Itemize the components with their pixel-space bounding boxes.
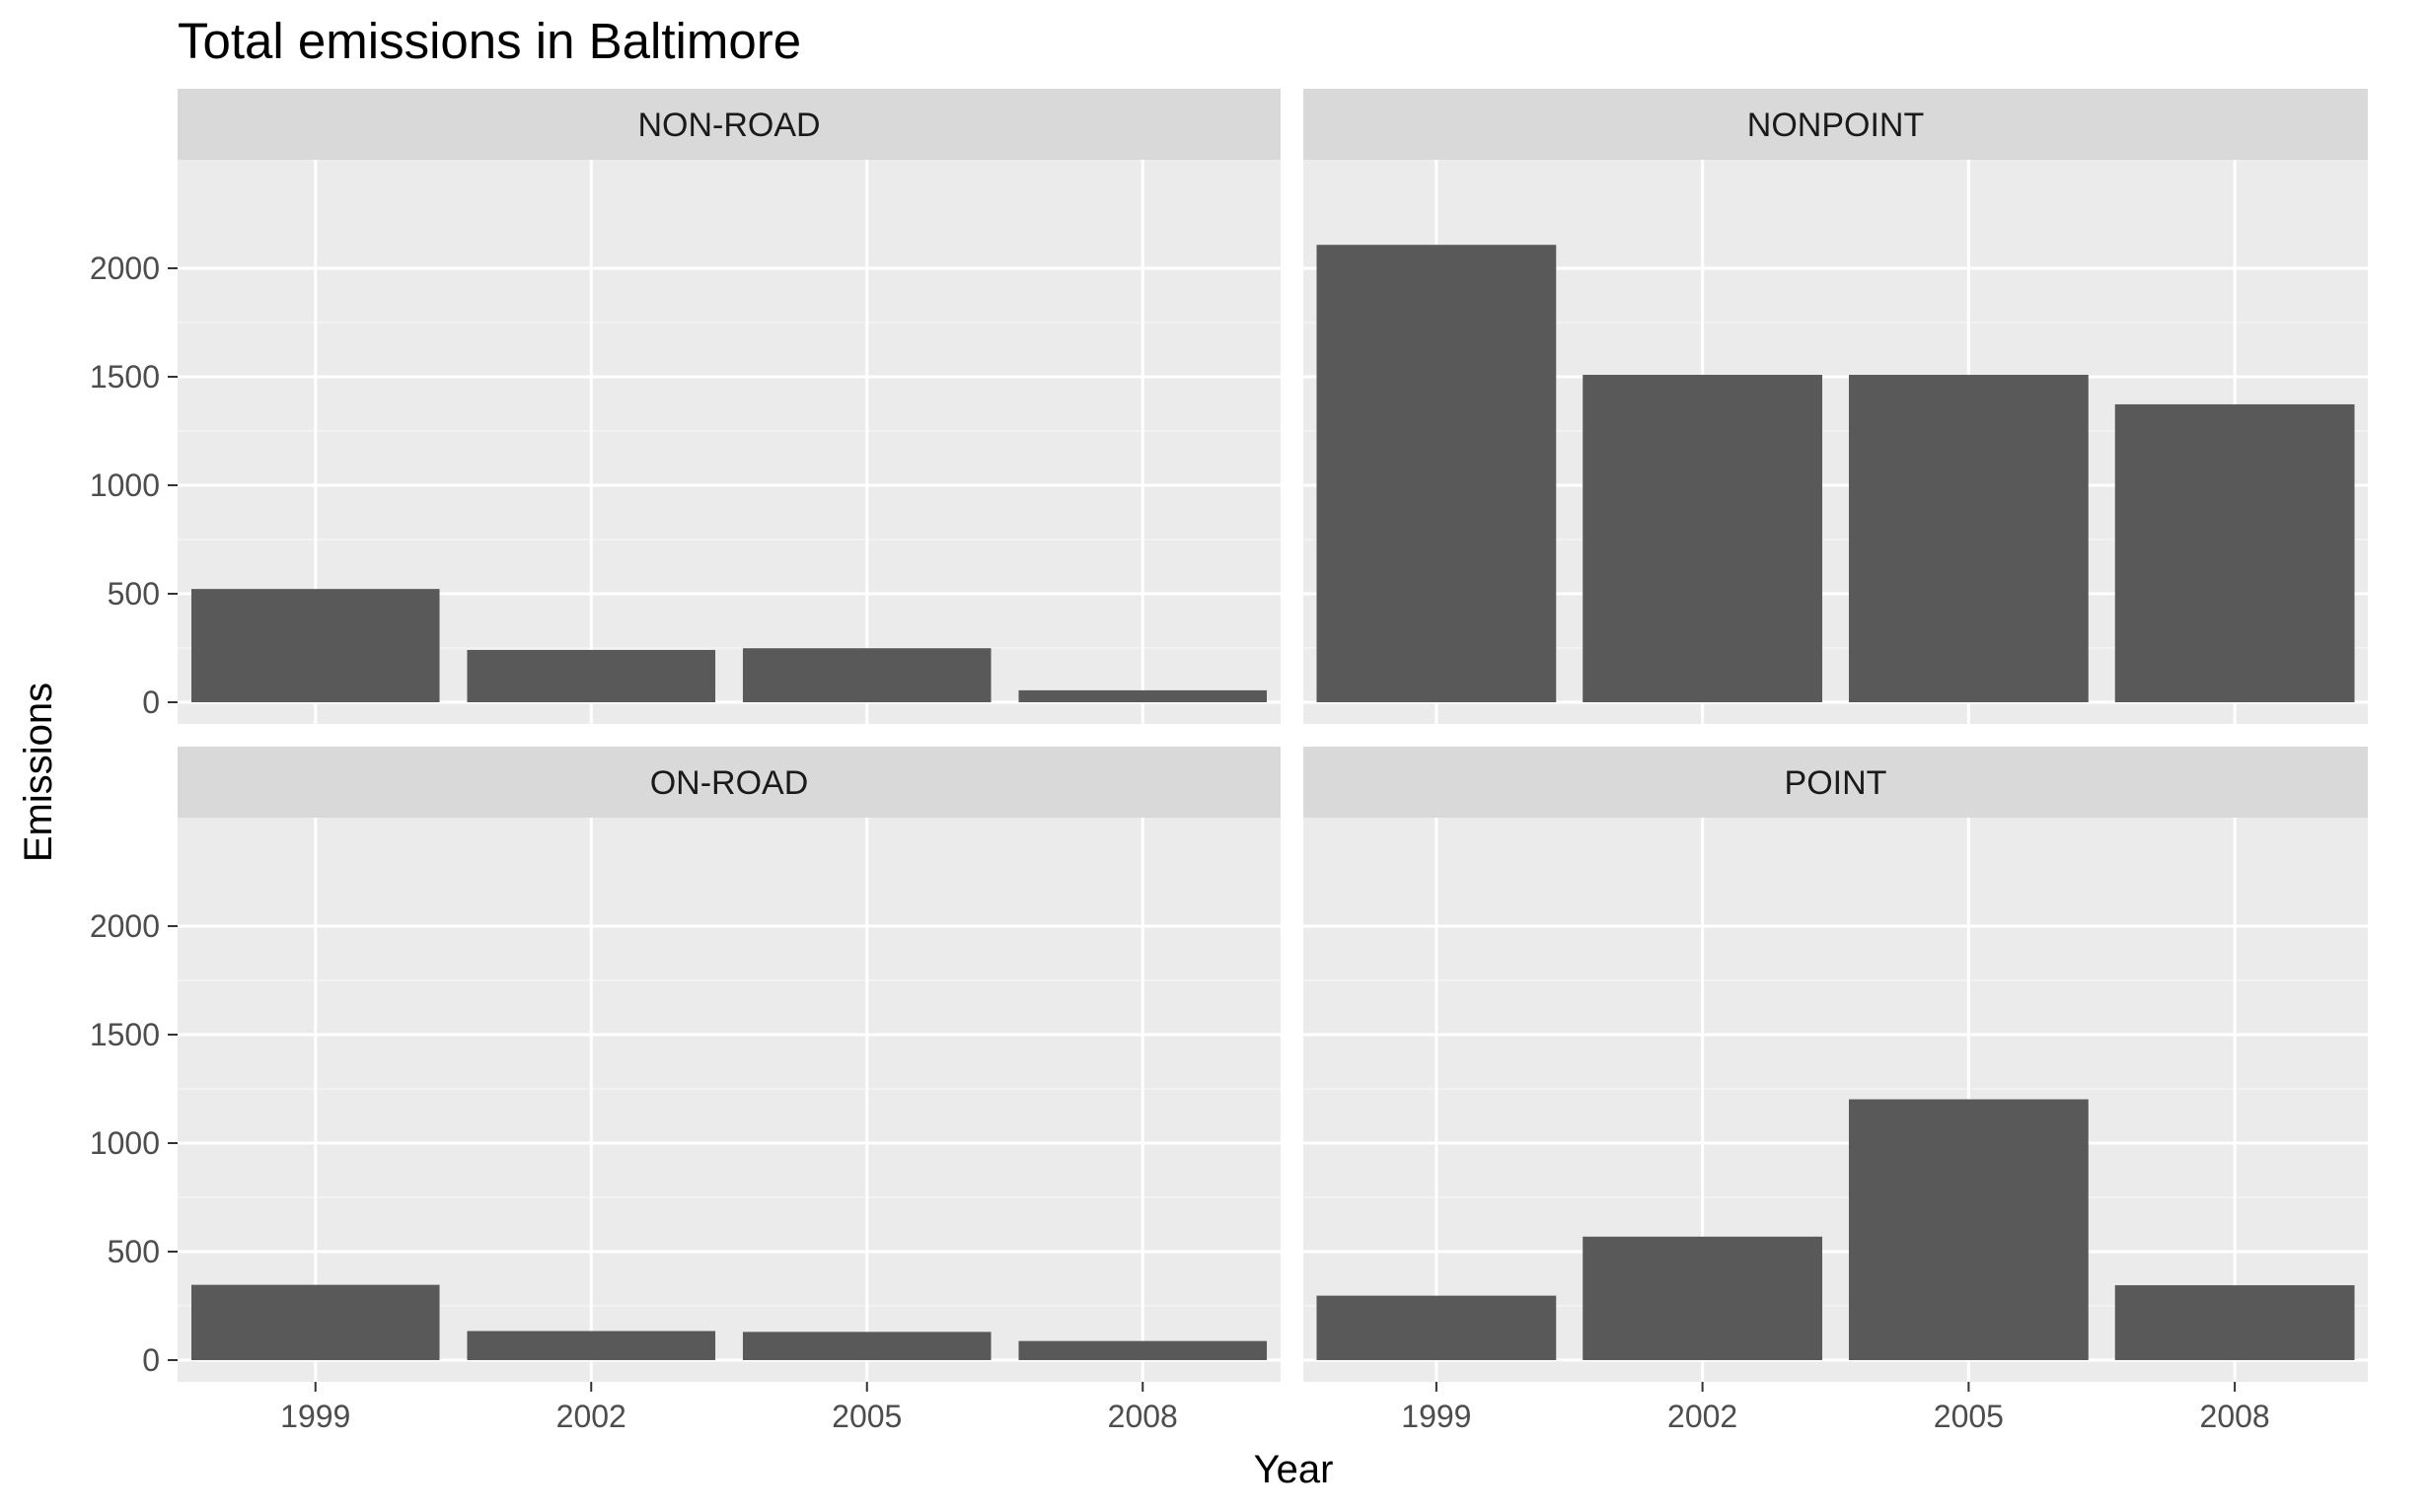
bar-point-2002 (1583, 1236, 1823, 1360)
facet-strip (1303, 747, 2368, 818)
bar-point-2005 (1848, 1099, 2089, 1360)
bar-nonpoint-1999 (1316, 245, 1557, 703)
facet-nonpoint: NONPOINT (1303, 89, 2368, 724)
facet-point: POINT 1999 2002 2005 2008 (1303, 747, 2368, 1434)
bar-non-road-2005 (742, 648, 992, 702)
bar-point-2008 (2114, 1285, 2355, 1360)
y-tick-label: 1000 (90, 468, 160, 503)
x-tick-label: 2005 (1934, 1399, 2004, 1434)
facet-strip-label: ON-ROAD (650, 764, 809, 802)
x-tick-label: 2008 (2200, 1399, 2270, 1434)
bar-nonpoint-2002 (1583, 375, 1823, 702)
facet-strip-label: POINT (1785, 764, 1887, 802)
bar-on-road-2005 (742, 1332, 992, 1360)
y-tick-label: 2000 (90, 251, 160, 286)
y-tick-label: 500 (108, 576, 160, 612)
y-tick-label: 500 (108, 1234, 160, 1269)
x-axis-title: Year (1254, 1448, 1334, 1491)
y-tick-label: 0 (142, 684, 160, 720)
x-tick-label: 2008 (1108, 1399, 1178, 1434)
facet-on-road: ON-ROAD 0 500 1000 1500 2000 1999 2002 2005 2008 (90, 747, 1281, 1434)
x-tick-label: 2005 (832, 1399, 902, 1434)
y-tick-label: 1500 (90, 359, 160, 395)
x-tick-label: 1999 (280, 1399, 350, 1434)
bar-non-road-1999 (190, 589, 440, 702)
y-tick-label: 2000 (90, 908, 160, 944)
chart-title: Total emissions in Baltimore (178, 13, 801, 69)
facet-strip-label: NON-ROAD (637, 107, 820, 144)
bar-nonpoint-2005 (1848, 375, 2089, 702)
y-tick-label: 1500 (90, 1017, 160, 1052)
facet-strip (1303, 89, 2368, 160)
facet-non-road: NON-ROAD 0 500 1000 1500 2000 (90, 89, 1281, 724)
x-tick-label: 2002 (1667, 1399, 1737, 1434)
bar-non-road-2008 (1018, 689, 1268, 702)
bar-non-road-2002 (467, 649, 716, 702)
facet-strip (178, 747, 1281, 818)
y-tick-label: 0 (142, 1342, 160, 1378)
y-axis-title: Emissions (17, 683, 60, 862)
facet-strip-label: NONPOINT (1747, 107, 1924, 144)
bar-point-1999 (1316, 1295, 1557, 1360)
bar-on-road-2008 (1018, 1340, 1268, 1360)
bar-on-road-2002 (467, 1331, 716, 1360)
facet-panels: NON-ROAD 0 500 1000 1500 2000 NONPOINT ON-ROAD 0… (90, 89, 2368, 1434)
bar-on-road-1999 (190, 1284, 440, 1360)
y-tick-label: 1000 (90, 1125, 160, 1161)
bar-nonpoint-2008 (2114, 403, 2355, 702)
x-tick-label: 2002 (556, 1399, 626, 1434)
x-tick-label: 1999 (1401, 1399, 1471, 1434)
facet-strip (178, 89, 1281, 160)
